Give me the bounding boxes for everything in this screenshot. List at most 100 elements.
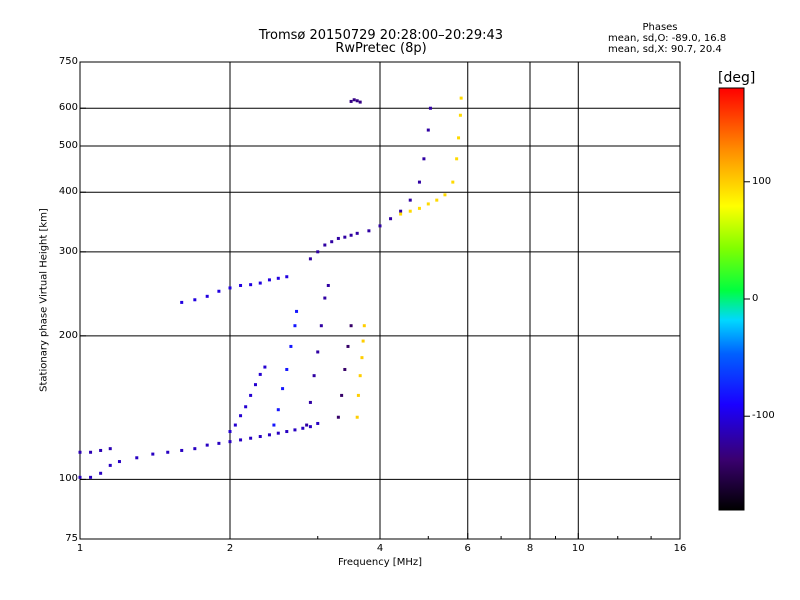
echo-point bbox=[349, 233, 353, 237]
echo-point bbox=[358, 374, 362, 378]
x-tick-label: 2 bbox=[226, 543, 234, 554]
echo-point bbox=[343, 367, 347, 371]
echo-point bbox=[443, 193, 447, 197]
echo-point bbox=[99, 448, 103, 452]
echo-point bbox=[253, 383, 257, 387]
echo-point bbox=[408, 209, 412, 213]
echo-point bbox=[239, 283, 243, 287]
echo-point bbox=[135, 456, 139, 460]
echo-point bbox=[285, 367, 289, 371]
y-tick-label: 500 bbox=[58, 139, 78, 151]
echo-point bbox=[399, 209, 403, 213]
echo-point bbox=[319, 324, 323, 328]
echo-point bbox=[330, 240, 334, 244]
echo-point bbox=[108, 463, 112, 467]
phase-stats-title: Phases bbox=[642, 22, 678, 33]
echo-point bbox=[457, 136, 461, 140]
echo-point bbox=[355, 231, 359, 235]
echo-point bbox=[323, 296, 327, 300]
gridlines bbox=[80, 62, 680, 539]
echo-point bbox=[293, 428, 297, 432]
echo-point bbox=[455, 157, 459, 161]
echo-point bbox=[89, 475, 93, 479]
echo-point bbox=[239, 438, 243, 442]
echo-point bbox=[451, 180, 455, 184]
echo-point bbox=[258, 372, 262, 376]
echo-point bbox=[217, 289, 221, 293]
x-tick-label: 16 bbox=[673, 543, 687, 554]
echo-point bbox=[323, 243, 327, 247]
echo-point bbox=[180, 448, 184, 452]
echo-point bbox=[408, 198, 412, 202]
echo-point bbox=[355, 99, 359, 103]
y-tick-label: 750 bbox=[58, 56, 78, 67]
colorbar-tick-label: 100 bbox=[752, 175, 772, 187]
echo-point bbox=[336, 415, 340, 419]
echo-point bbox=[285, 430, 289, 434]
echo-point bbox=[389, 217, 393, 221]
echo-point bbox=[308, 257, 312, 261]
echo-point bbox=[258, 281, 262, 285]
echo-point bbox=[263, 365, 267, 369]
echo-point bbox=[378, 224, 382, 228]
echo-point bbox=[428, 106, 432, 110]
echo-point bbox=[193, 447, 197, 451]
echo-point bbox=[422, 157, 426, 161]
echo-point bbox=[276, 431, 280, 435]
echo-point bbox=[249, 393, 253, 397]
echo-point bbox=[117, 460, 121, 464]
echo-points bbox=[78, 96, 463, 479]
echo-point bbox=[267, 278, 271, 282]
echo-point bbox=[193, 298, 197, 302]
phase-stats-o-line: mean, sd,O: -89.0, 16.8 bbox=[608, 33, 727, 44]
echo-point bbox=[426, 202, 430, 206]
echo-point bbox=[316, 250, 320, 254]
echo-point bbox=[228, 440, 232, 444]
echo-point bbox=[249, 436, 253, 440]
colorbar-tick-label: -100 bbox=[752, 410, 775, 422]
y-tick-label: 300 bbox=[58, 245, 78, 257]
x-tick-label: 8 bbox=[526, 543, 534, 554]
chart-subtitle: RwPretec (8p) bbox=[335, 41, 427, 56]
echo-point bbox=[305, 423, 309, 427]
echo-point bbox=[356, 393, 360, 397]
x-axis-label: Frequency [MHz] bbox=[337, 557, 423, 568]
chart-title: Tromsø 20150729 20:28:00–20:29:43 bbox=[258, 28, 504, 43]
x-tick-label: 10 bbox=[571, 543, 585, 554]
echo-point bbox=[285, 275, 289, 279]
echo-point bbox=[459, 96, 463, 100]
echo-point bbox=[228, 430, 232, 434]
colorbar-tick-label: 0 bbox=[752, 293, 759, 304]
echo-point bbox=[151, 452, 155, 456]
echo-point bbox=[289, 344, 293, 348]
echo-point bbox=[360, 356, 364, 360]
echo-point bbox=[78, 475, 82, 479]
echo-point bbox=[272, 423, 276, 427]
echo-point bbox=[293, 324, 297, 328]
echo-point bbox=[336, 236, 340, 240]
echo-point bbox=[346, 344, 350, 348]
echo-point bbox=[258, 435, 262, 439]
echo-point bbox=[228, 286, 232, 290]
phase-colorbar bbox=[718, 87, 745, 511]
echo-point bbox=[435, 198, 439, 202]
echo-point bbox=[355, 415, 359, 419]
echo-point bbox=[426, 128, 430, 132]
echo-point bbox=[108, 447, 112, 451]
echo-point bbox=[362, 324, 366, 328]
echo-point bbox=[458, 113, 462, 117]
echo-point bbox=[343, 235, 347, 239]
echo-point bbox=[349, 324, 353, 328]
echo-point bbox=[281, 387, 285, 391]
y-tick-label: 100 bbox=[58, 473, 78, 485]
echo-point bbox=[361, 339, 365, 343]
echo-point bbox=[358, 100, 362, 104]
echo-point bbox=[233, 423, 237, 427]
echo-point bbox=[276, 276, 280, 280]
echo-point bbox=[249, 283, 253, 287]
echo-point bbox=[205, 294, 209, 298]
echo-point bbox=[308, 400, 312, 404]
colorbar-ticks bbox=[744, 181, 750, 417]
y-tick-label: 200 bbox=[58, 329, 78, 341]
echo-point bbox=[205, 443, 209, 447]
